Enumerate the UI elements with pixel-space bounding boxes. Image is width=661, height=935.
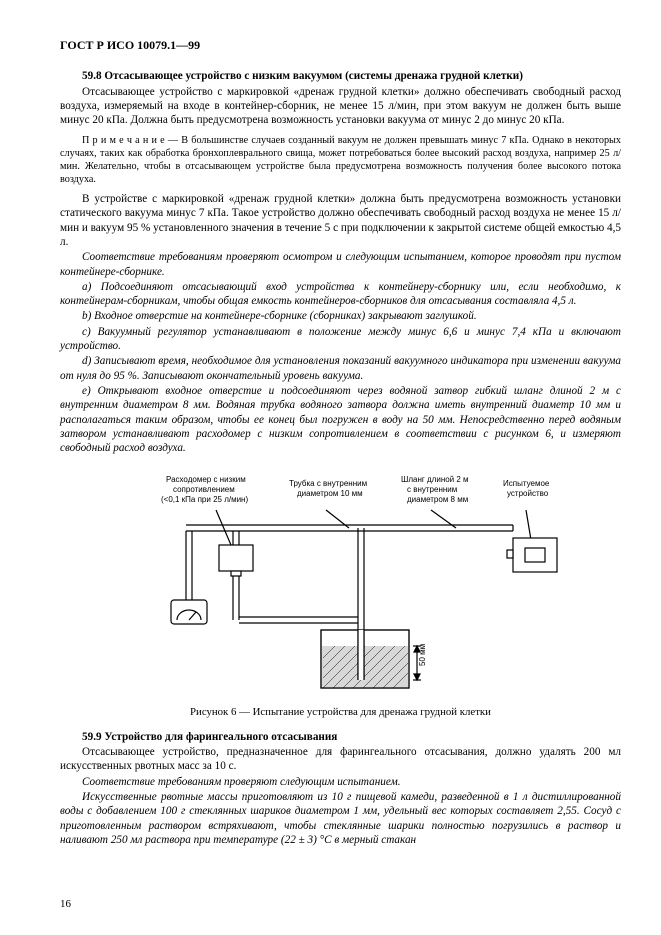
sec-59-8-p1: Отсасывающее устройство с маркировкой «д… (60, 85, 621, 128)
sec-59-9-p3: Искусственные рвотные массы приготовляют… (60, 790, 621, 847)
fig-label-flowmeter-l3: (<0,1 кПа при 25 л/мин) (161, 495, 248, 504)
sec-59-8-title: 59.8 Отсасывающее устройство с низким ва… (60, 69, 621, 83)
figure-6: Расходомер с низким сопротивлением (<0,1… (111, 470, 571, 700)
fig-label-hose-l3: диаметром 8 мм (407, 495, 468, 504)
doc-header: ГОСТ Р ИСО 10079.1—99 (60, 38, 621, 53)
fig-label-hose-l2: с внутренним (407, 485, 457, 494)
fig-label-flowmeter-l2: сопротивлением (173, 485, 235, 494)
sec-59-8-p3: Соответствие требованиям проверяют осмот… (60, 250, 621, 279)
fig-label-50mm: 50 мм (418, 644, 427, 666)
fig-label-hose-l1: Шланг длиной 2 м (401, 475, 469, 484)
sec-59-9-p1: Отсасывающее устройство, предназначенное… (60, 745, 621, 774)
figure-6-caption: Рисунок 6 — Испытание устройства для дре… (60, 706, 621, 720)
sec-59-8-e: е) Открывают входное отверстие и подсоед… (60, 384, 621, 456)
sec-59-8-b: b) Входное отверстие на контейнере-сборн… (60, 309, 621, 323)
sec-59-9-p2: Соответствие требованиям проверяют следу… (60, 775, 621, 789)
fig-label-flowmeter-l1: Расходомер с низким (166, 475, 246, 484)
fig-label-device-l1: Испытуемое (503, 479, 550, 488)
page: ГОСТ Р ИСО 10079.1—99 59.8 Отсасывающее … (0, 0, 661, 935)
fig-label-tube-l1: Трубка с внутренним (289, 479, 367, 488)
sec-59-9-title: 59.9 Устройство для фарингеального отсас… (60, 730, 621, 744)
sec-59-8-note: П р и м е ч а н и е — В большинстве случ… (60, 134, 621, 186)
sec-59-8-c: с) Вакуумный регулятор устанавливают в п… (60, 325, 621, 354)
fig-label-device-l2: устройство (507, 489, 549, 498)
fig-label-tube-l2: диаметром 10 мм (297, 489, 363, 498)
sec-59-8-d: d) Записывают время, необходимое для уст… (60, 354, 621, 383)
sec-59-8-a: а) Подсоединяют отсасывающий вход устрой… (60, 280, 621, 309)
page-number: 16 (60, 897, 71, 911)
sec-59-8-p2: В устройстве с маркировкой «дренаж грудн… (60, 192, 621, 249)
